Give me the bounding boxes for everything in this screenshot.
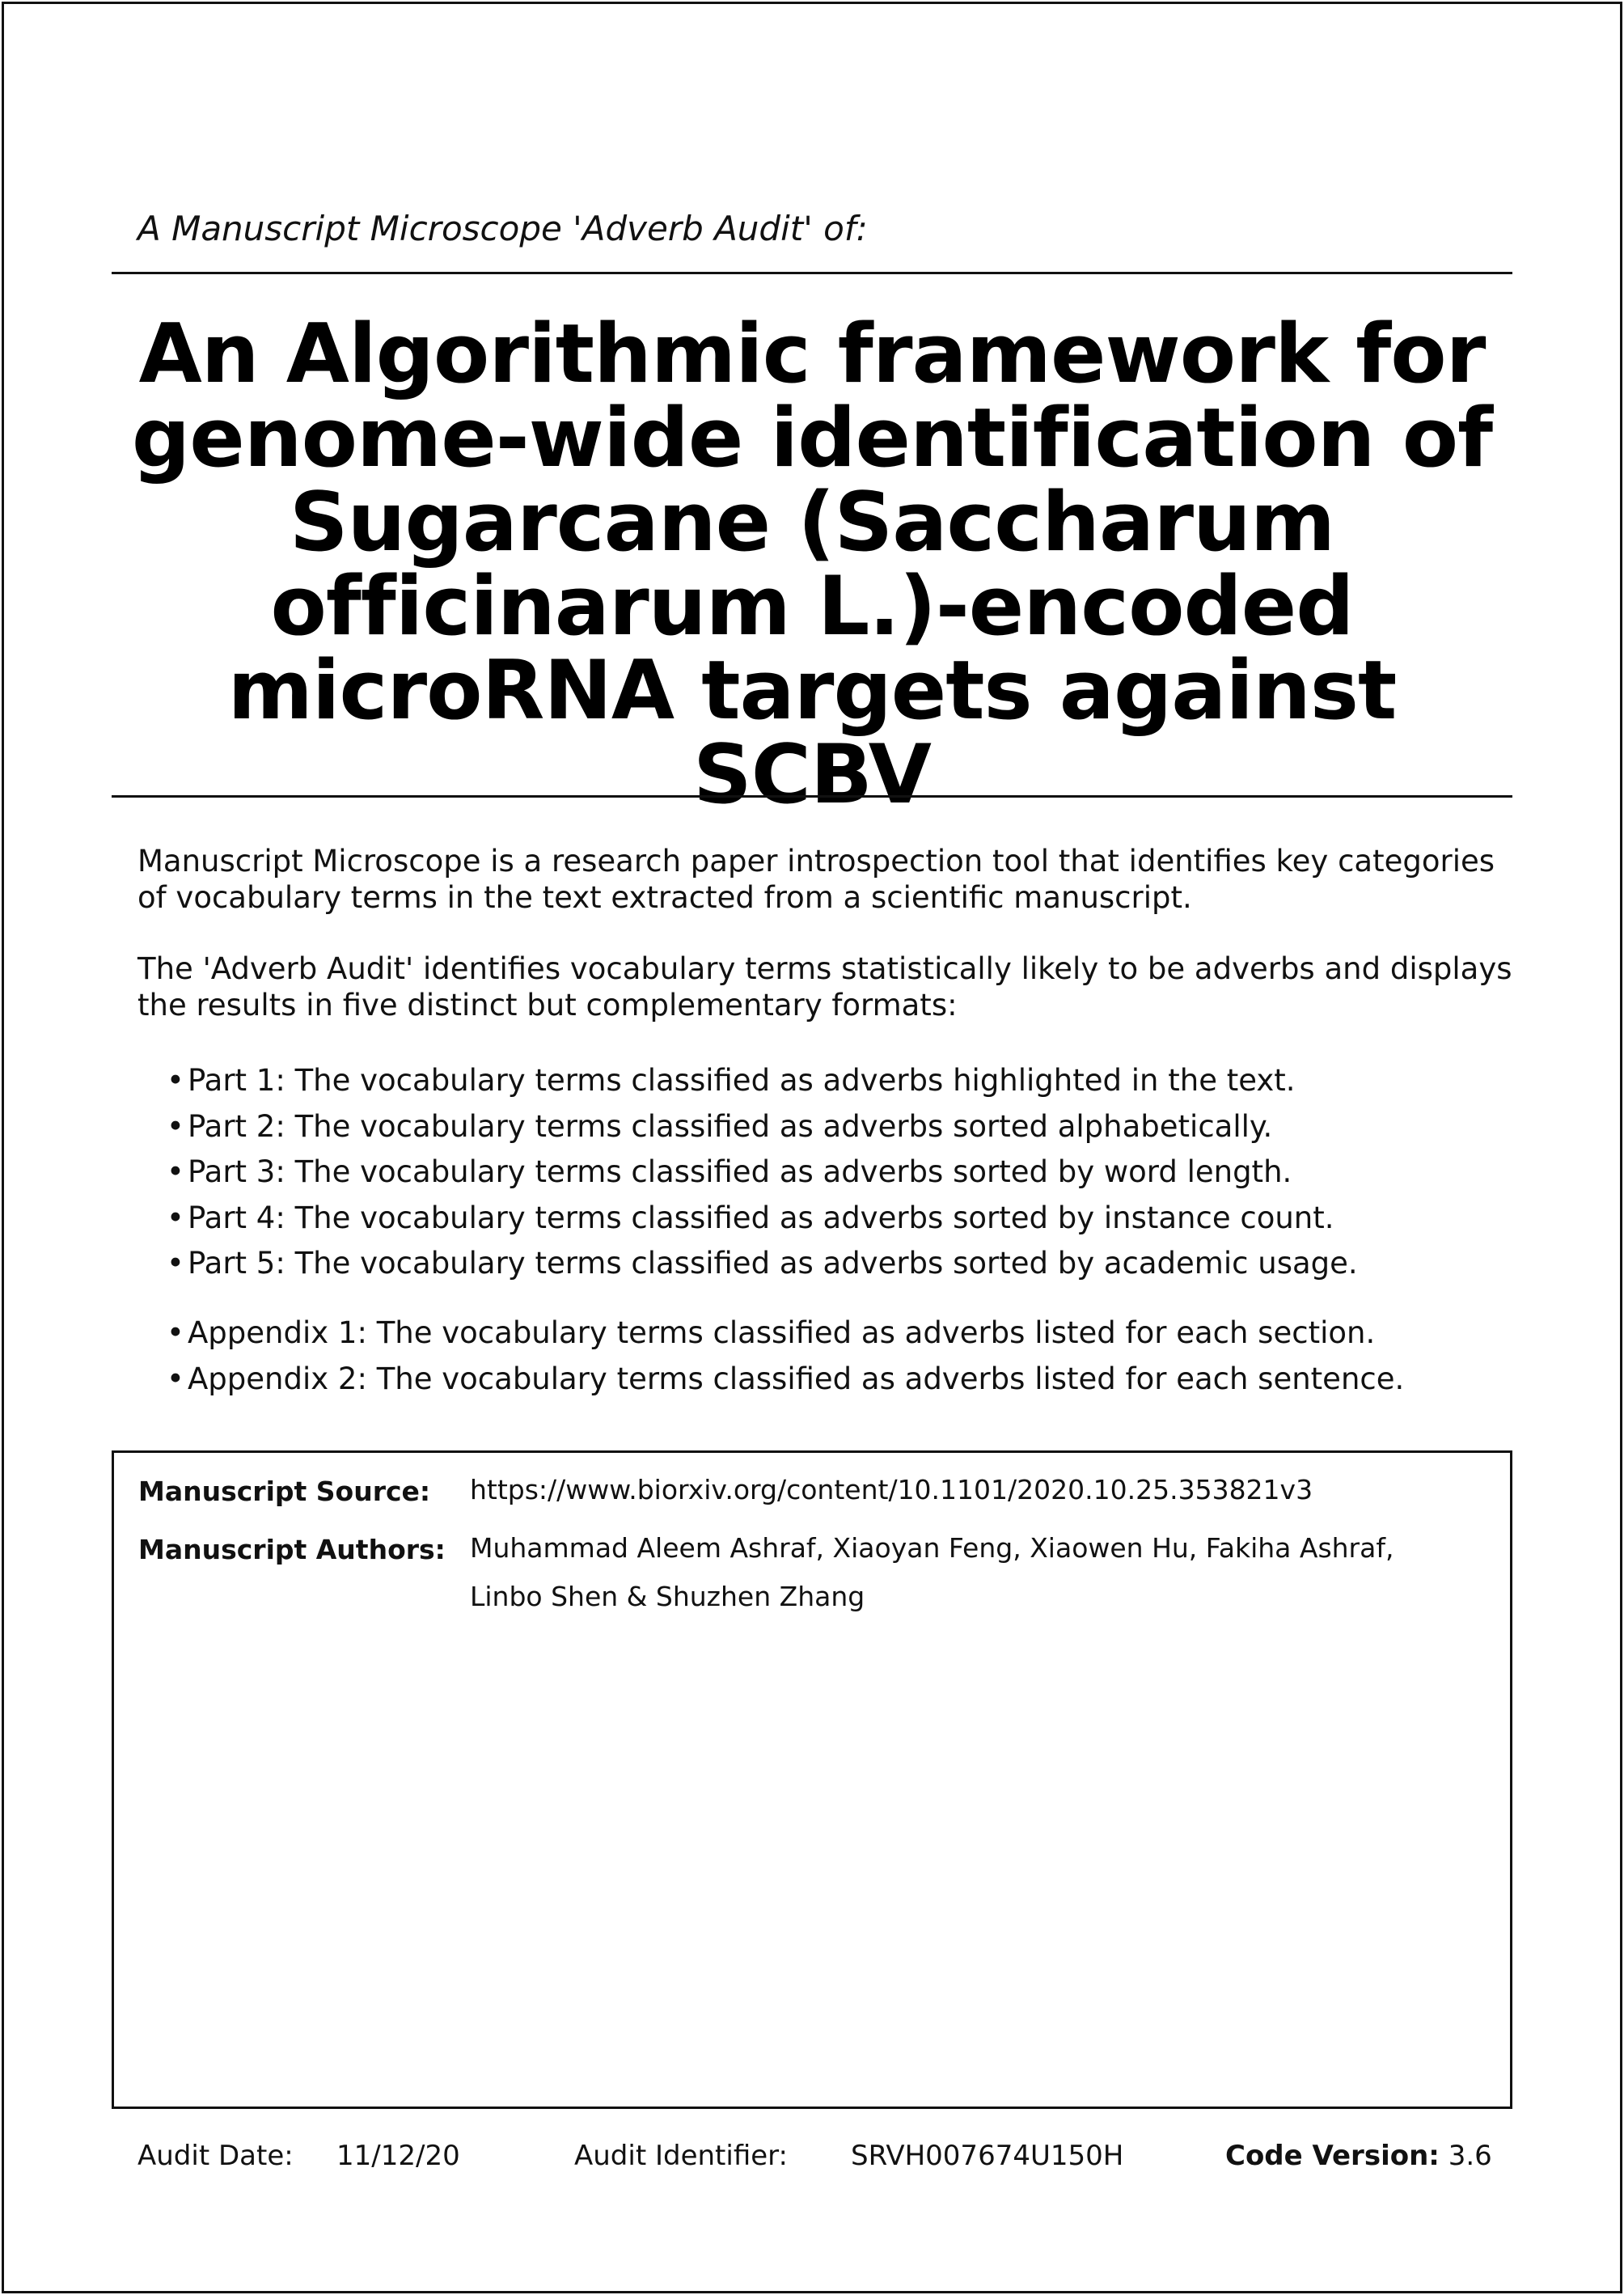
code-version-value: 3.6	[1448, 2140, 1492, 2172]
bullet-icon: •	[167, 1361, 184, 1396]
list-item-text: Appendix 1: The vocabulary terms classif…	[188, 1315, 1376, 1350]
manuscript-title: An Algorithmic framework for genome-wide…	[112, 311, 1512, 816]
list-item: • Part 5: The vocabulary terms classified…	[167, 1241, 1358, 1287]
list-item-text: Part 2: The vocabulary terms classified …	[188, 1108, 1273, 1144]
title-line: Sugarcane (Saccharum	[289, 474, 1335, 570]
list-item: • Part 3: The vocabulary terms classified…	[167, 1150, 1358, 1196]
intro-paragraph: Manuscript Microscope is a research pape…	[137, 844, 1495, 915]
list-item-text: Appendix 2: The vocabulary terms classif…	[188, 1361, 1405, 1396]
audit-identifier-value: SRVH007674U150H	[851, 2140, 1124, 2172]
manuscript-info-box: Manuscript Source: https://www.biorxiv.o…	[112, 1450, 1512, 2109]
source-label: Manuscript Source:	[138, 1476, 431, 1507]
bullet-icon: •	[167, 1315, 184, 1350]
intro-paragraph: The 'Adverb Audit' identifies vocabulary…	[137, 951, 1512, 1023]
audit-preface: A Manuscript Microscope 'Adverb Audit' o…	[137, 209, 868, 248]
list-item-text: Part 3: The vocabulary terms classified …	[188, 1154, 1292, 1189]
title-line: genome-wide identification of	[131, 390, 1493, 485]
parts-list: • Part 1: The vocabulary terms classified…	[167, 1058, 1358, 1287]
bullet-icon: •	[167, 1063, 184, 1098]
code-version: Code Version: 3.6	[1225, 2140, 1492, 2172]
title-divider	[112, 795, 1512, 798]
list-item: • Part 1: The vocabulary terms classified…	[167, 1058, 1358, 1104]
list-item: • Appendix 1: The vocabulary terms classi…	[167, 1311, 1404, 1357]
audit-identifier-label: Audit Identifier:	[574, 2140, 788, 2172]
appendices-list: • Appendix 1: The vocabulary terms classi…	[167, 1311, 1404, 1402]
list-item-text: Part 1: The vocabulary terms classified …	[188, 1063, 1296, 1098]
bullet-icon: •	[167, 1246, 184, 1281]
title-line: microRNA targets against SCBV	[227, 642, 1398, 822]
bullet-icon: •	[167, 1154, 184, 1189]
audit-date-label: Audit Date:	[137, 2140, 294, 2172]
title-line: officinarum L.)-encoded	[270, 558, 1354, 654]
list-item: • Part 4: The vocabulary terms classified…	[167, 1196, 1358, 1242]
list-item-text: Part 5: The vocabulary terms classified …	[188, 1246, 1358, 1281]
source-link[interactable]: https://www.biorxiv.org/content/10.1101/…	[470, 1474, 1313, 1505]
top-divider	[112, 272, 1512, 274]
list-item: • Appendix 2: The vocabulary terms classi…	[167, 1357, 1404, 1403]
authors-label: Manuscript Authors:	[138, 1534, 446, 1565]
bullet-icon: •	[167, 1108, 184, 1144]
code-version-label: Code Version:	[1225, 2140, 1440, 2172]
bullet-icon: •	[167, 1200, 184, 1235]
list-item: • Part 2: The vocabulary terms classified…	[167, 1104, 1358, 1150]
title-line: An Algorithmic framework for	[138, 306, 1487, 401]
authors-value: Muhammad Aleem Ashraf, Xiaoyan Feng, Xia…	[470, 1532, 1394, 1612]
list-item-text: Part 4: The vocabulary terms classified …	[188, 1200, 1334, 1235]
audit-date-value: 11/12/20	[336, 2140, 460, 2172]
